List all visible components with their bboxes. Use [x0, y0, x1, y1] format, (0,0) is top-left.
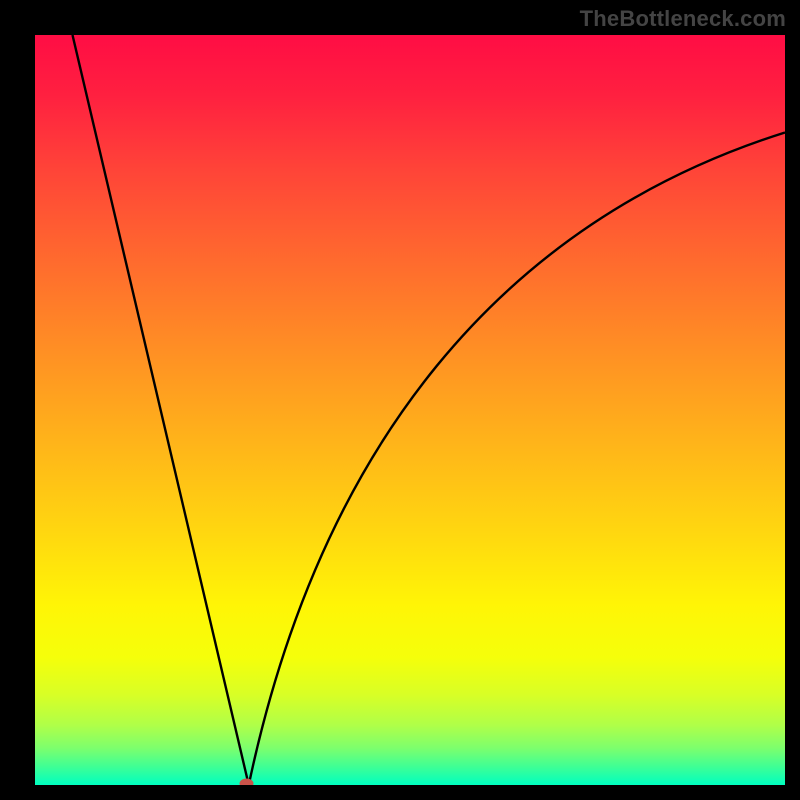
gradient-background: [35, 35, 785, 785]
watermark-text: TheBottleneck.com: [580, 6, 786, 32]
plot-area: [35, 35, 785, 785]
plot-svg: [35, 35, 785, 785]
figure-container: TheBottleneck.com: [0, 0, 800, 800]
